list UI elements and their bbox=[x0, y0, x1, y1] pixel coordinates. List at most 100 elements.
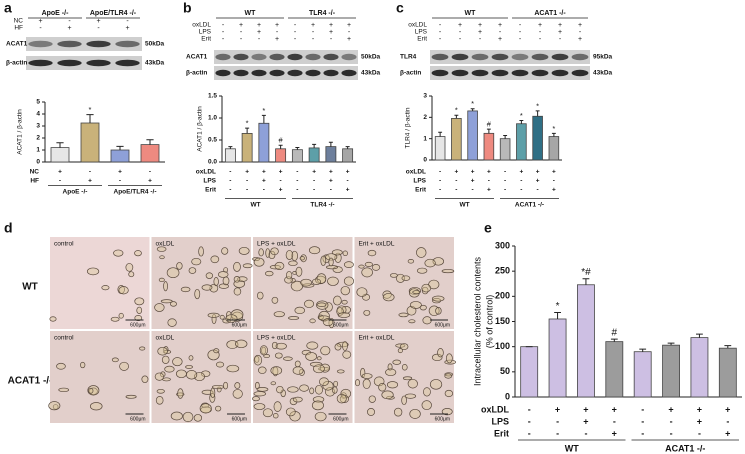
cell bbox=[156, 246, 167, 252]
bar bbox=[258, 122, 270, 163]
cell bbox=[401, 363, 408, 371]
blot-condition-mark: + bbox=[558, 22, 562, 29]
condition-mark: + bbox=[536, 169, 540, 176]
blot-band bbox=[287, 69, 303, 77]
panel-label: d bbox=[4, 220, 13, 236]
condition-mark: + bbox=[471, 169, 475, 176]
blot-condition-name: HF bbox=[14, 25, 23, 32]
error-bar bbox=[328, 141, 333, 147]
scale-label: 600μm bbox=[232, 416, 247, 422]
error-bar bbox=[639, 348, 647, 352]
condition-name: LPS bbox=[203, 178, 216, 185]
cell bbox=[402, 376, 413, 381]
condition-mark: - bbox=[520, 178, 522, 185]
cell bbox=[157, 346, 168, 356]
micrograph bbox=[354, 237, 454, 329]
cell bbox=[309, 361, 323, 367]
cell bbox=[309, 387, 315, 395]
cell bbox=[265, 248, 271, 258]
cell bbox=[363, 309, 371, 316]
blot-band bbox=[491, 69, 509, 77]
scale-label: 600μm bbox=[435, 416, 450, 422]
cell bbox=[285, 407, 296, 417]
condition-mark: - bbox=[280, 178, 282, 185]
blot-condition-mark: + bbox=[347, 22, 351, 29]
blot-band bbox=[531, 69, 549, 77]
cell bbox=[299, 256, 305, 261]
cell bbox=[313, 364, 325, 374]
bar bbox=[308, 147, 320, 163]
cell bbox=[155, 396, 164, 405]
bar bbox=[690, 337, 709, 398]
cell bbox=[216, 386, 222, 393]
cell bbox=[264, 270, 274, 277]
cell bbox=[134, 250, 142, 257]
cell bbox=[316, 273, 327, 284]
blot-condition-mark: - bbox=[258, 36, 261, 43]
panel-label: c bbox=[396, 0, 404, 16]
condition-mark: - bbox=[488, 178, 490, 185]
cell bbox=[356, 287, 368, 297]
cell bbox=[389, 273, 398, 278]
cell bbox=[136, 306, 143, 315]
blot-band bbox=[57, 59, 82, 67]
cell bbox=[186, 369, 198, 380]
error-bar bbox=[345, 146, 350, 149]
blot-condition-mark: - bbox=[519, 29, 522, 36]
cell bbox=[361, 267, 373, 278]
cell bbox=[341, 299, 348, 305]
cell bbox=[253, 391, 267, 397]
cell bbox=[188, 355, 194, 361]
group-label: ACAT1 -/- bbox=[515, 202, 544, 209]
condition-mark: - bbox=[520, 187, 522, 194]
cell bbox=[172, 357, 183, 367]
condition-name: LPS bbox=[413, 178, 426, 185]
cell bbox=[262, 408, 273, 418]
blot-band bbox=[28, 40, 53, 48]
condition-mark: + bbox=[725, 404, 730, 414]
cell bbox=[242, 263, 253, 269]
blot-condition-mark: + bbox=[275, 22, 279, 29]
condition-mark: + bbox=[329, 178, 333, 185]
y-tick-label: 150 bbox=[495, 316, 510, 326]
blot-band bbox=[323, 69, 339, 77]
condition-mark: + bbox=[279, 169, 283, 176]
cell bbox=[364, 261, 373, 267]
condition-mark: - bbox=[726, 416, 729, 426]
error-bar bbox=[667, 342, 675, 346]
cell bbox=[291, 250, 298, 262]
cell bbox=[336, 393, 347, 404]
cell bbox=[238, 246, 250, 255]
condition-mark: - bbox=[504, 178, 506, 185]
micrograph-caption: Erit + oxLDL bbox=[359, 241, 395, 248]
error-bar bbox=[261, 114, 266, 124]
blot-band bbox=[341, 53, 357, 61]
cell bbox=[233, 287, 242, 296]
scale-label: 600μm bbox=[130, 416, 145, 422]
cell bbox=[424, 258, 436, 268]
cell bbox=[188, 267, 197, 274]
blot-condition-mark: + bbox=[125, 25, 129, 32]
error-bar bbox=[554, 311, 561, 319]
cell bbox=[295, 266, 303, 277]
cell bbox=[294, 306, 306, 315]
blot-condition-mark: + bbox=[578, 22, 582, 29]
blot-band bbox=[115, 40, 140, 48]
cell bbox=[134, 297, 145, 306]
condition-mark: - bbox=[313, 187, 315, 194]
condition-mark: + bbox=[118, 169, 122, 176]
blot-band bbox=[251, 53, 267, 61]
cell bbox=[407, 378, 418, 389]
cell bbox=[392, 359, 402, 365]
cell bbox=[193, 414, 203, 422]
cell bbox=[169, 301, 177, 307]
cell bbox=[288, 260, 298, 266]
y-tick-label: 100 bbox=[495, 341, 510, 351]
cell bbox=[225, 314, 238, 323]
y-axis-label: TLR4 / β-actin bbox=[405, 107, 412, 148]
condition-mark: - bbox=[246, 187, 248, 194]
blot-band bbox=[305, 69, 321, 77]
cell bbox=[273, 413, 279, 419]
blot-band bbox=[431, 69, 449, 77]
cell bbox=[285, 250, 294, 260]
